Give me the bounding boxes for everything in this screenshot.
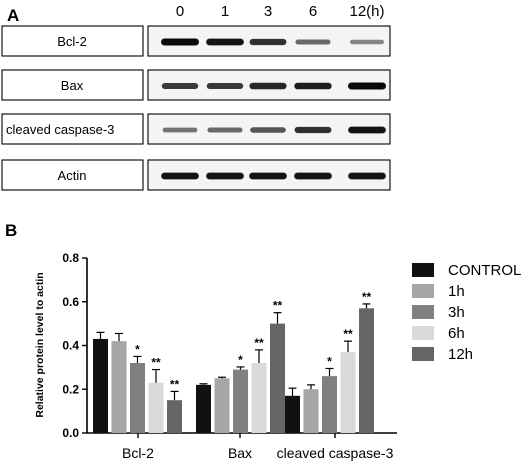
panel-a-label: A xyxy=(7,6,19,25)
legend-swatch-3h xyxy=(412,305,434,319)
time-header-1: 1 xyxy=(221,3,229,20)
x-tick-label-bax: Bax xyxy=(228,445,252,461)
blot-row-actin: Actin xyxy=(1,159,391,191)
blot-band xyxy=(348,126,386,134)
bar-bax-1h xyxy=(214,378,230,433)
panel-b-label: B xyxy=(5,221,17,240)
bar-bcl-2-12h xyxy=(167,400,182,433)
legend-swatch-1h xyxy=(412,284,434,298)
legend-label-1h: 1h xyxy=(448,283,465,300)
blot-band xyxy=(249,82,287,90)
significance-marker: ** xyxy=(273,299,283,313)
bar-bcl-2-3h xyxy=(130,363,145,433)
blot-band xyxy=(206,172,244,180)
x-tick-label-cleaved-caspase-3: cleaved caspase-3 xyxy=(277,445,394,461)
legend-swatch-control xyxy=(412,263,434,277)
significance-marker: ** xyxy=(343,327,353,341)
bar-cleaved-caspase-3-control xyxy=(285,395,300,433)
blot-label-box xyxy=(1,69,144,101)
significance-marker: ** xyxy=(254,336,264,350)
significance-marker: * xyxy=(135,342,140,356)
blot-band xyxy=(161,83,199,89)
bar-bcl-2-6h xyxy=(148,382,164,433)
blot-band xyxy=(161,38,199,46)
bar-bcl-2-control xyxy=(93,338,108,433)
blot-band xyxy=(294,172,332,180)
x-tick-label-bcl-2: Bcl-2 xyxy=(122,445,154,461)
significance-marker: * xyxy=(238,353,243,367)
blot-label: Bcl-2 xyxy=(57,34,87,49)
bar-bax-control xyxy=(196,384,211,433)
blot-band xyxy=(349,39,385,45)
legend-label-6h: 6h xyxy=(448,325,465,342)
blot-row-cleaved-caspase-3: cleaved caspase-3 xyxy=(1,113,391,145)
blot-band xyxy=(294,126,332,134)
y-tick-label: 0.6 xyxy=(62,295,79,309)
time-header-6: 6 xyxy=(309,3,317,20)
blot-band xyxy=(294,82,332,90)
blot-row-bcl-2: Bcl-2 xyxy=(1,25,391,57)
significance-marker: ** xyxy=(170,377,180,391)
y-tick-label: 0.0 xyxy=(62,426,79,440)
y-axis-title: Relative protein level to actin xyxy=(34,272,46,417)
y-tick-label: 0.8 xyxy=(62,251,79,265)
y-tick-label: 0.2 xyxy=(62,382,79,396)
blot-band xyxy=(206,38,244,46)
blot-band xyxy=(206,83,244,89)
bar-chart-panel: B Relative protein level to actin 0.0 0.2… xyxy=(5,221,521,461)
blot-band xyxy=(295,39,331,45)
bar-bax-6h xyxy=(251,363,267,433)
blot-label: Bax xyxy=(61,78,84,93)
y-tick-label: 0.4 xyxy=(62,339,79,353)
bar-cleaved-caspase-3-3h xyxy=(322,376,337,433)
bar-cleaved-caspase-3-6h xyxy=(340,352,356,433)
legend-label-3h: 3h xyxy=(448,304,465,321)
bar-bax-12h xyxy=(270,323,285,433)
blot-band xyxy=(161,172,199,180)
bar-bax-3h xyxy=(233,369,248,433)
legend-label-control: CONTROL xyxy=(448,262,521,279)
bar-cleaved-caspase-3-1h xyxy=(303,389,319,433)
time-header-3: 3 xyxy=(264,3,272,20)
blot-band xyxy=(249,38,287,46)
legend-swatch-6h xyxy=(412,326,434,340)
bar-bcl-2-1h xyxy=(111,341,127,433)
blot-band xyxy=(207,127,243,133)
blot-row-bax: Bax xyxy=(1,69,391,101)
bar-cleaved-caspase-3-12h xyxy=(359,308,374,433)
significance-marker: * xyxy=(327,354,332,368)
blot-label: cleaved caspase-3 xyxy=(6,122,114,137)
blot-label-box xyxy=(1,25,144,57)
time-header-0: 0 xyxy=(176,3,184,20)
western-blot-panel: A 0 1 3 6 12(h) Bcl-2 Bax cleaved caspase-… xyxy=(1,3,391,191)
blot-band xyxy=(249,172,287,180)
significance-marker: ** xyxy=(362,290,372,304)
blot-band xyxy=(250,127,286,133)
blot-band xyxy=(348,82,386,90)
time-header-12h: 12(h) xyxy=(349,3,384,20)
blot-band xyxy=(162,127,198,133)
blot-label-box xyxy=(1,113,144,145)
legend-label-12h: 12h xyxy=(448,346,473,363)
legend-swatch-12h xyxy=(412,347,434,361)
blot-label: Actin xyxy=(58,168,87,183)
blot-label-box xyxy=(1,159,144,191)
significance-marker: ** xyxy=(151,356,161,370)
blot-band xyxy=(348,172,386,180)
